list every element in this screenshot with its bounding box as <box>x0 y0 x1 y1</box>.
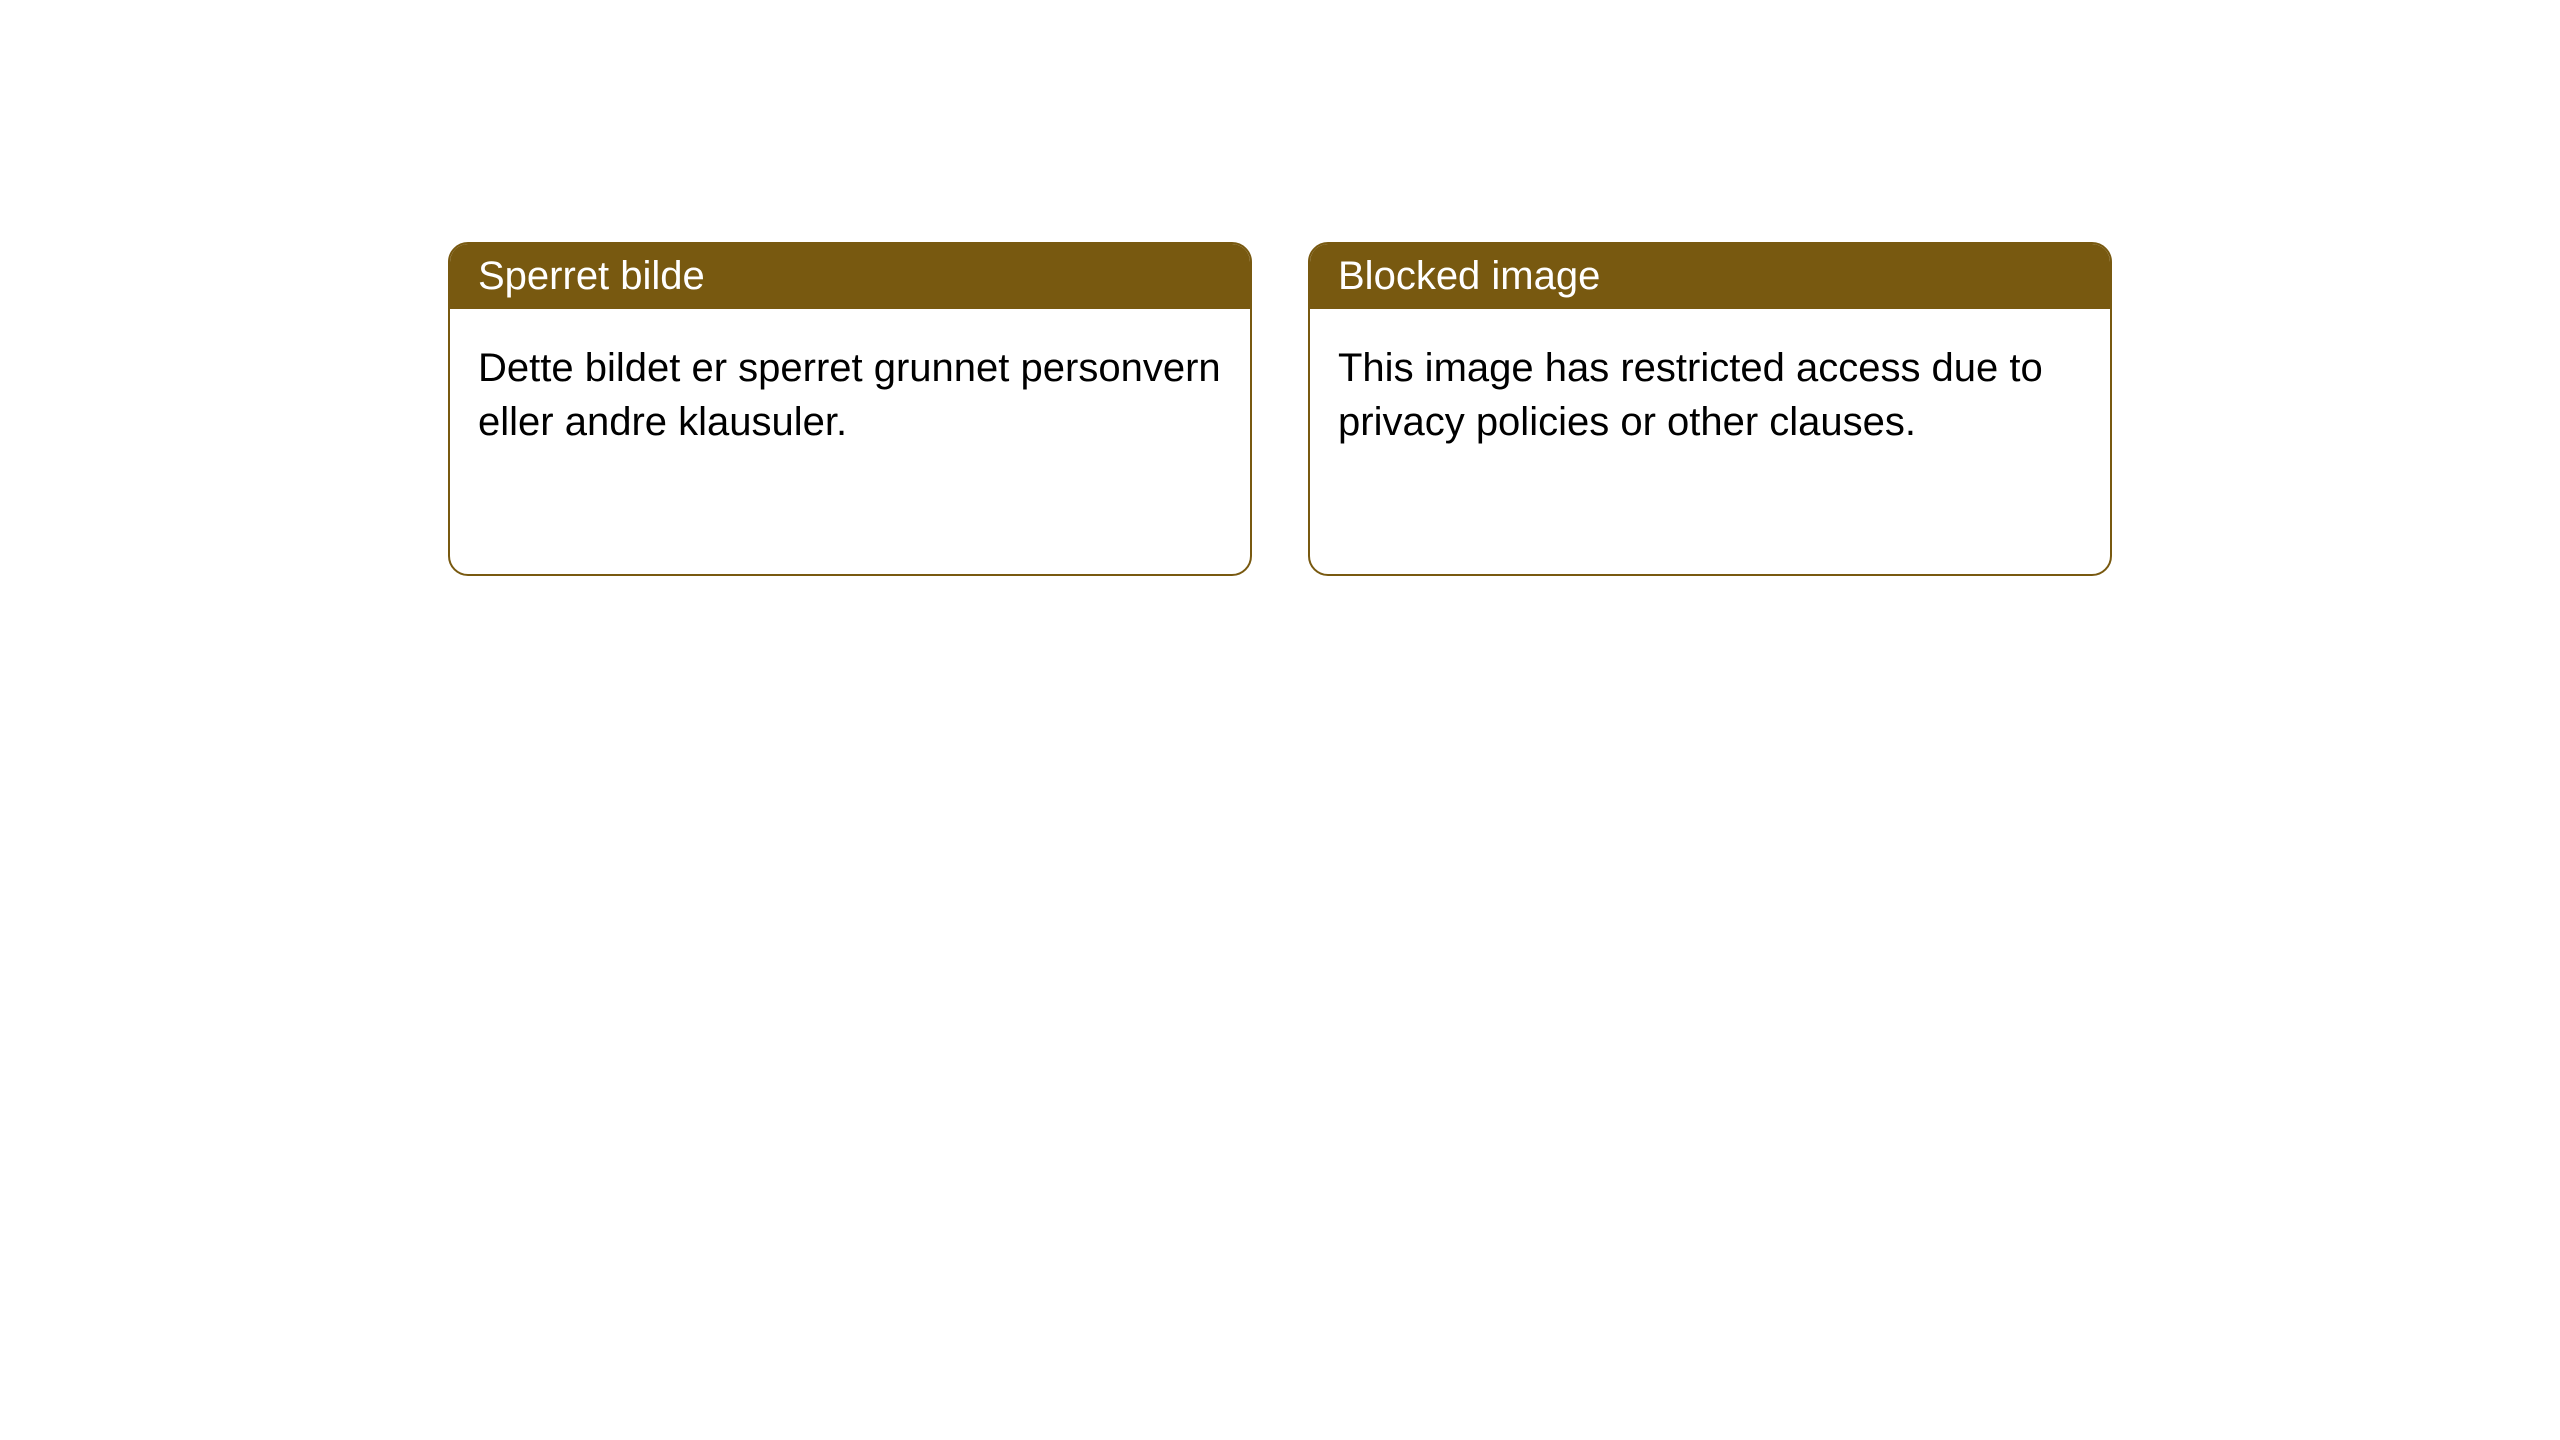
notice-title: Sperret bilde <box>478 254 705 298</box>
notice-header: Blocked image <box>1310 244 2110 309</box>
notice-message: Dette bildet er sperret grunnet personve… <box>478 346 1221 444</box>
notice-message: This image has restricted access due to … <box>1338 346 2043 444</box>
notice-header: Sperret bilde <box>450 244 1250 309</box>
notice-box-norwegian: Sperret bilde Dette bildet er sperret gr… <box>448 242 1252 576</box>
notice-body: This image has restricted access due to … <box>1310 309 2110 481</box>
notice-title: Blocked image <box>1338 254 1600 298</box>
notices-container: Sperret bilde Dette bildet er sperret gr… <box>0 0 2560 576</box>
notice-body: Dette bildet er sperret grunnet personve… <box>450 309 1250 481</box>
notice-box-english: Blocked image This image has restricted … <box>1308 242 2112 576</box>
